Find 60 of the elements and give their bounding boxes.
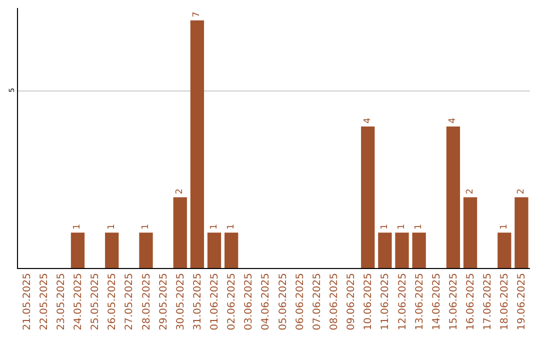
bar (498, 232, 512, 268)
bar (173, 197, 187, 268)
data-label: 7 (192, 12, 202, 18)
x-tick-label: 26.05.2025 (107, 273, 118, 330)
x-tick-label: 29.05.2025 (158, 273, 170, 330)
x-tick-label: 06.06.2025 (294, 273, 306, 330)
x-tick-label: 14.06.2025 (431, 273, 442, 330)
data-label: 1 (499, 224, 510, 230)
bar (207, 232, 222, 268)
x-tick-label: 24.05.2025 (72, 273, 84, 330)
x-tick-label: 17.06.2025 (482, 273, 494, 330)
x-tick-label: 19.06.2025 (516, 273, 528, 330)
bar (139, 232, 153, 268)
data-label: 4 (448, 118, 458, 124)
x-tick-label: 31.05.2025 (192, 273, 204, 330)
data-label: 1 (141, 224, 151, 230)
data-label: 1 (106, 224, 117, 230)
x-tick-label: 05.06.2025 (278, 273, 289, 330)
bar (446, 126, 460, 268)
x-tick-label: 28.05.2025 (141, 273, 152, 330)
x-tick-label: 30.05.2025 (175, 273, 186, 330)
x-tick-label: 03.06.2025 (244, 273, 255, 330)
x-tick-label: 23.05.2025 (56, 273, 67, 330)
data-label: 1 (397, 224, 407, 230)
x-tick-label: 09.06.2025 (346, 273, 358, 330)
x-tick-label: 15.06.2025 (448, 273, 460, 330)
bar (70, 232, 85, 268)
bar (378, 232, 392, 268)
x-tick-label: 10.06.2025 (363, 273, 374, 330)
data-label: 1 (380, 224, 390, 230)
x-tick-label: 07.06.2025 (312, 273, 323, 330)
bar (412, 232, 426, 268)
x-tick-label: 21.05.2025 (22, 273, 33, 330)
data-label: 1 (414, 224, 424, 230)
x-tick-label: 08.06.2025 (328, 273, 340, 330)
x-tick-label: 04.06.2025 (260, 273, 272, 330)
data-label: 1 (72, 224, 83, 230)
data-label: 2 (465, 188, 476, 194)
data-label: 1 (226, 224, 236, 230)
x-tick-label: 22.05.2025 (38, 273, 50, 330)
bar (224, 232, 238, 268)
data-label: 4 (362, 118, 373, 124)
x-tick-label: 18.06.2025 (500, 273, 511, 330)
bar (361, 126, 375, 268)
bar (395, 232, 409, 268)
x-tick-label: 25.05.2025 (90, 273, 102, 330)
x-tick-label: 12.06.2025 (397, 273, 408, 330)
x-tick-label: 11.06.2025 (380, 273, 392, 330)
bar (514, 197, 528, 268)
x-tick-label: 16.06.2025 (466, 273, 477, 330)
bar (190, 20, 204, 268)
data-label: 2 (175, 188, 186, 194)
x-tick-label: 27.05.2025 (124, 273, 136, 330)
data-label: 1 (209, 224, 220, 230)
data-label: 2 (516, 188, 526, 194)
x-tick-label: 02.06.2025 (226, 273, 238, 330)
x-tick-label: 01.06.2025 (210, 273, 221, 330)
bar (463, 197, 478, 268)
x-tick-label: 13.06.2025 (414, 273, 426, 330)
bar (105, 232, 119, 268)
